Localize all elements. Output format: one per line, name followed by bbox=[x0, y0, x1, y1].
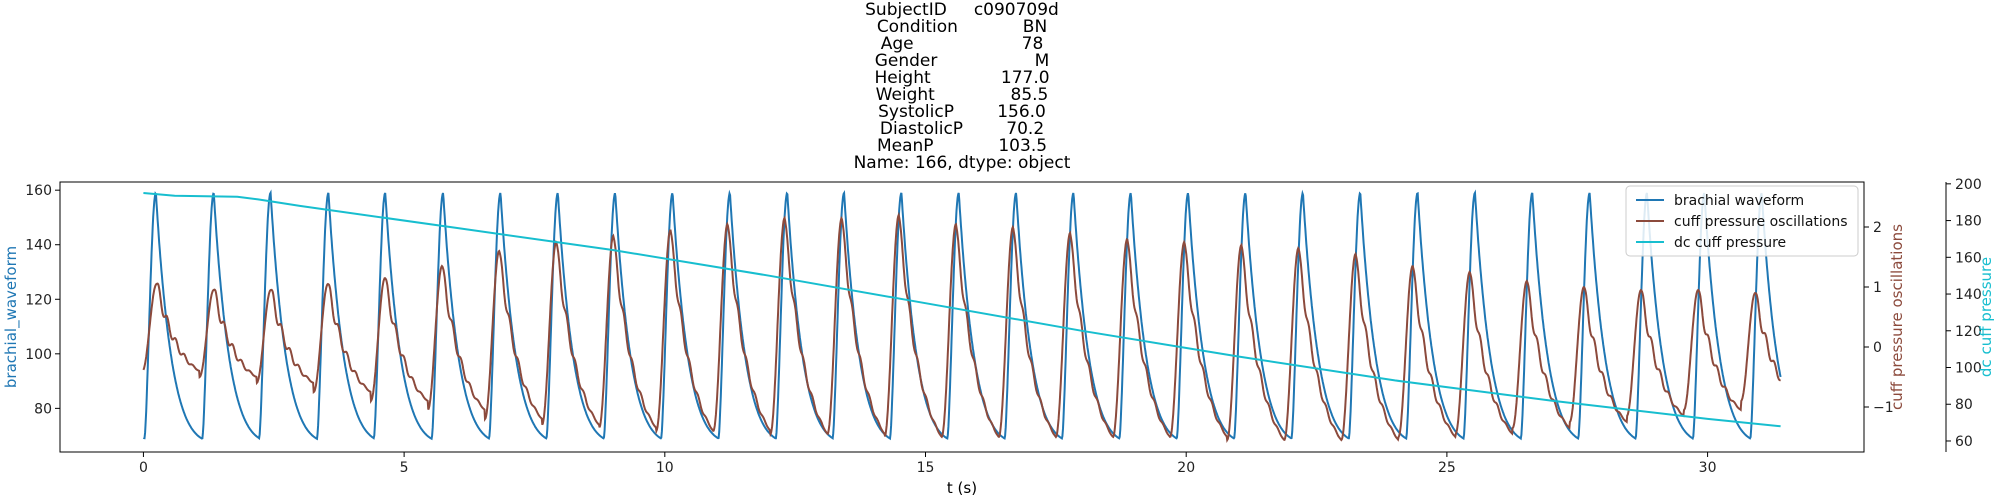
x-tick-label: 25 bbox=[1438, 460, 1456, 476]
title-line: Age 78 bbox=[881, 34, 1044, 54]
legend: brachial waveform cuff pressure oscillat… bbox=[1625, 185, 1859, 257]
y-right2-tick-label: 120 bbox=[1955, 324, 1982, 340]
y-right1-tick-label: −1 bbox=[1873, 400, 1894, 416]
y-right2-tick-label: 200 bbox=[1955, 177, 1982, 193]
title-line: Height 177.0 bbox=[874, 68, 1049, 88]
title-line: MeanP 103.5 bbox=[877, 136, 1047, 156]
title-line: SystolicP 156.0 bbox=[878, 102, 1046, 122]
series-dc-cuff-pressure-line bbox=[143, 192, 1781, 428]
x-tick-label: 0 bbox=[139, 460, 148, 476]
x-axis-label: t (s) bbox=[947, 479, 977, 497]
y-right1-tick-label: 1 bbox=[1873, 280, 1882, 296]
title-line: Gender M bbox=[875, 51, 1050, 71]
series-brachial-waveform-line bbox=[142, 189, 1782, 441]
title-line: Weight 85.5 bbox=[876, 85, 1049, 105]
title-line: Name: 166, dtype: object bbox=[854, 153, 1071, 173]
y-axis-left-label: brachial_waveform bbox=[2, 246, 21, 388]
y-axis-right-dc-cuff-label: dc cuff pressure bbox=[1977, 257, 1995, 377]
x-axis: 0 5 10 15 20 25 30 bbox=[139, 452, 1717, 476]
y-left-tick-label: 100 bbox=[25, 347, 52, 363]
y-right2-tick-label: 180 bbox=[1955, 214, 1982, 230]
legend-entry-dc-cuff: dc cuff pressure bbox=[1674, 235, 1786, 251]
y-right2-tick-label: 100 bbox=[1955, 361, 1982, 377]
series-cuff-pressure-oscillations-line bbox=[142, 211, 1781, 443]
title-line: SubjectID c090709d bbox=[865, 0, 1059, 20]
y-left-tick-label: 80 bbox=[34, 401, 52, 417]
y-left-tick-label: 160 bbox=[25, 183, 52, 199]
y-axis-right-oscillations-label: cuff pressure oscillations bbox=[1888, 224, 1906, 410]
y-right1-tick-label: 2 bbox=[1873, 220, 1882, 236]
y-axis-left: 80 100 120 140 160 bbox=[25, 183, 60, 417]
x-tick-label: 20 bbox=[1177, 460, 1195, 476]
y-right2-tick-label: 80 bbox=[1955, 397, 1973, 413]
y-axis-right-oscillations: −1 0 1 2 bbox=[1864, 220, 1894, 416]
y-left-tick-label: 120 bbox=[25, 292, 52, 308]
plot-area bbox=[59, 181, 1865, 453]
y-left-tick-label: 140 bbox=[25, 238, 52, 254]
title-line: DiastolicP 70.2 bbox=[880, 119, 1044, 139]
title-line: Condition BN bbox=[877, 17, 1047, 37]
x-tick-label: 30 bbox=[1699, 460, 1717, 476]
y-right2-tick-label: 140 bbox=[1955, 287, 1982, 303]
legend-box bbox=[1625, 185, 1859, 257]
legend-entry-cuff-osc: cuff pressure oscillations bbox=[1674, 214, 1848, 230]
legend-entry-brachial: brachial waveform bbox=[1674, 193, 1804, 209]
y-right2-tick-label: 160 bbox=[1955, 250, 1982, 266]
x-tick-label: 10 bbox=[656, 460, 674, 476]
x-tick-label: 15 bbox=[917, 460, 935, 476]
y-right2-tick-label: 60 bbox=[1955, 434, 1973, 450]
y-axis-right-dc-cuff: 60 80 100 120 140 160 180 200 bbox=[1945, 177, 1982, 452]
x-tick-label: 5 bbox=[400, 460, 409, 476]
y-right1-tick-label: 0 bbox=[1873, 340, 1882, 356]
